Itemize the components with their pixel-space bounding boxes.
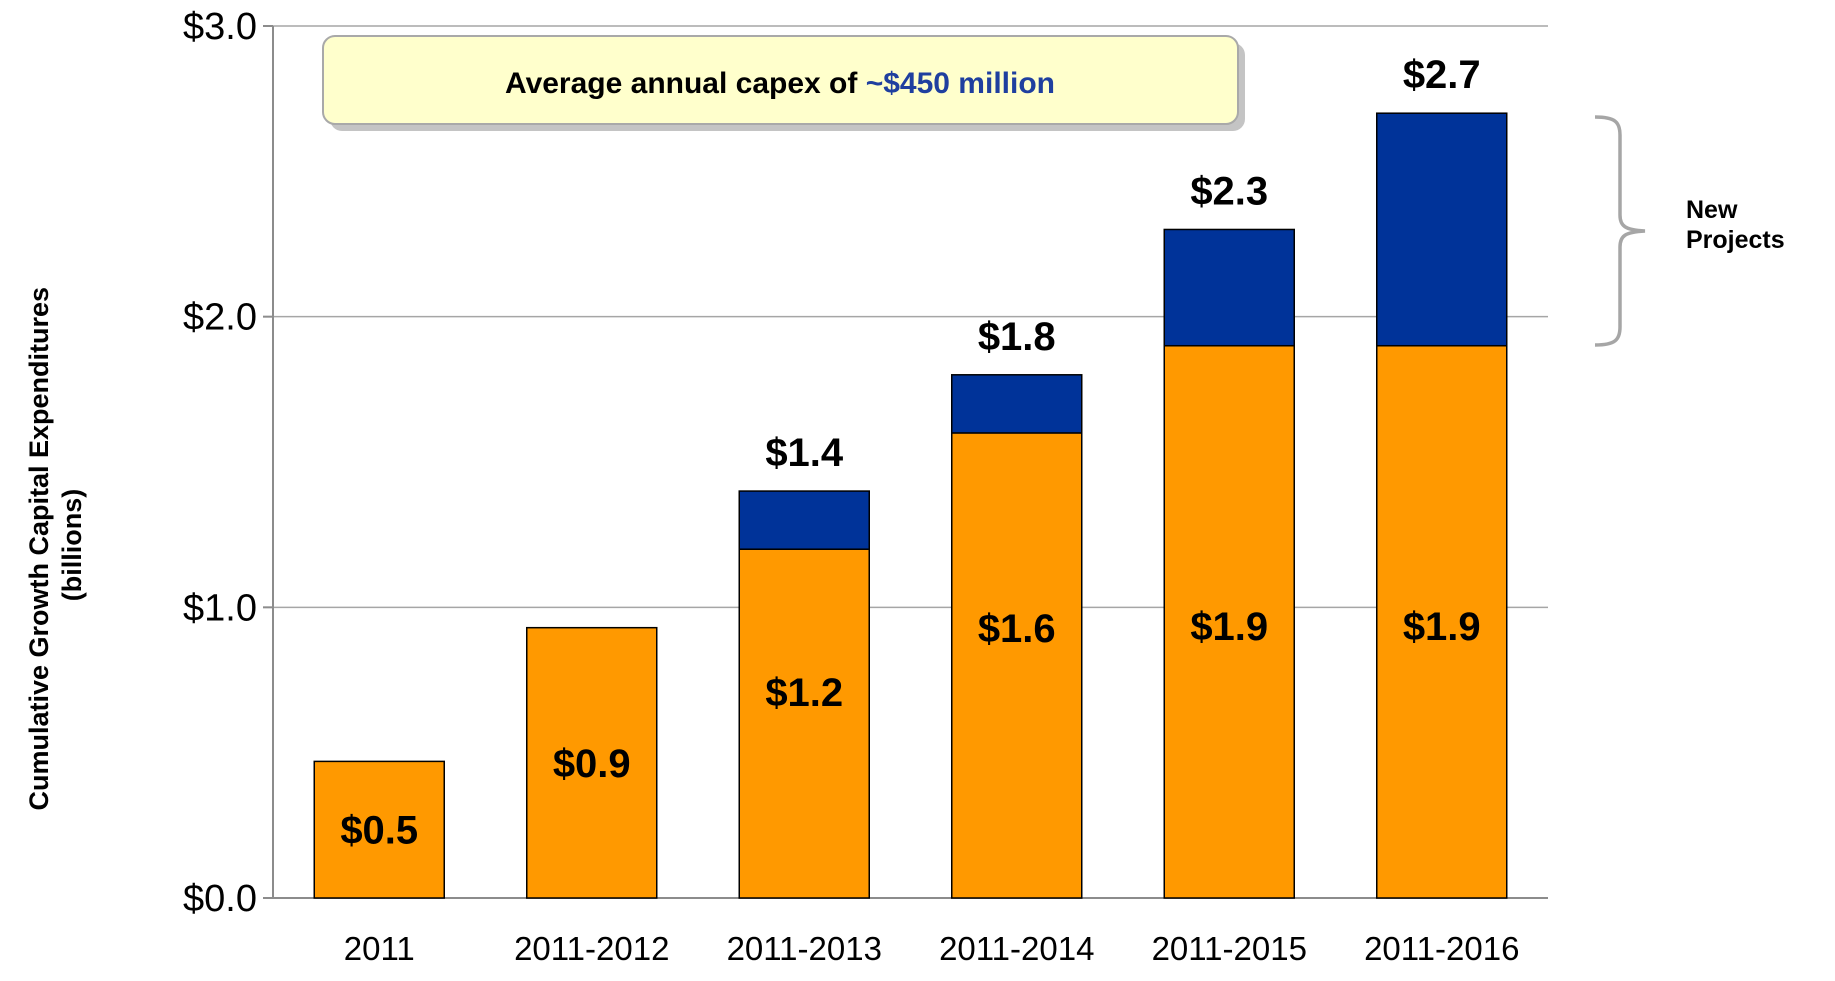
inner-label-2011-2013: $1.2 — [765, 671, 843, 715]
callout-prefix: Average annual capex of — [505, 67, 866, 100]
brace-label: New Projects — [1686, 196, 1785, 254]
brace-label-line-1: New — [1686, 196, 1738, 224]
brace-icon — [1594, 115, 1646, 347]
y-tick-label-3: $3.0 — [183, 6, 257, 48]
inner-label-2011-2015: $1.9 — [1190, 605, 1268, 649]
bar-2011-2015-series-2 — [1163, 228, 1295, 347]
x-tick-label-2011-2016: 2011-2016 — [1364, 930, 1519, 967]
bar-2011-series-1 — [313, 760, 445, 899]
gridlines — [273, 25, 1548, 609]
x-tick-label-2011-2014: 2011-2014 — [939, 930, 1094, 967]
inner-label-2011-2014: $1.6 — [978, 607, 1056, 651]
x-tick-label-2011-2013: 2011-2013 — [727, 930, 882, 967]
inner-label-2011-2016: $1.9 — [1403, 605, 1481, 649]
bar-2011-2012-series-1 — [526, 626, 658, 899]
inner-label-2011-2012: $0.9 — [553, 742, 631, 786]
y-axis-title-line-1: Cumulative Growth Capital Expenditures — [24, 287, 54, 811]
inner-label-2011: $0.5 — [340, 809, 418, 853]
total-label-2011-2013: $1.4 — [765, 431, 844, 475]
y-tick-label-1: $1.0 — [183, 587, 257, 629]
new-projects-brace: New Projects — [1594, 115, 1785, 347]
data-labels: $0.5 $0.9 $1.2 $1.4 $1.6 $1.8 $1.9 $2.3 $1.9 $2.7 — [340, 53, 1480, 852]
y-tick-label-2: $2.0 — [183, 297, 257, 339]
bar-2011-2013-series-1 — [738, 548, 870, 899]
x-tick-label-2011-2015: 2011-2015 — [1152, 930, 1307, 967]
bars — [313, 112, 1508, 899]
total-label-2011-2016: $2.7 — [1403, 53, 1481, 97]
brace-label-line-2: Projects — [1686, 226, 1785, 254]
x-tick-label-2011: 2011 — [344, 930, 415, 967]
bar-2011-2014-series-1 — [951, 432, 1083, 899]
total-label-2011-2015: $2.3 — [1190, 169, 1268, 213]
y-axis-title: Cumulative Growth Capital Expenditures (… — [24, 279, 87, 810]
bar-2011-2014-series-2 — [951, 374, 1083, 434]
y-axis: $0.0 $1.0 $2.0 $3.0 — [183, 6, 1548, 920]
annotation-callout: Average annual capex of ~$450 million — [322, 35, 1245, 131]
callout-highlight: ~$450 million — [866, 67, 1055, 100]
x-tick-label-2011-2012: 2011-2012 — [514, 930, 669, 967]
bar-2011-2015-series-1 — [1163, 344, 1295, 899]
callout-box — [322, 35, 1239, 125]
bar-2011-2016-series-2 — [1376, 112, 1508, 347]
y-axis-title-line-2: (billions) — [57, 489, 87, 601]
x-axis-labels: 2011 2011-2012 2011-2013 2011-2014 2011-2015… — [344, 930, 1520, 967]
total-label-2011-2014: $1.8 — [978, 315, 1056, 359]
bar-2011-2013-series-2 — [738, 490, 870, 550]
callout-text: Average annual capex of ~$450 million — [505, 67, 1055, 100]
y-tick-label-0: $0.0 — [183, 878, 257, 920]
